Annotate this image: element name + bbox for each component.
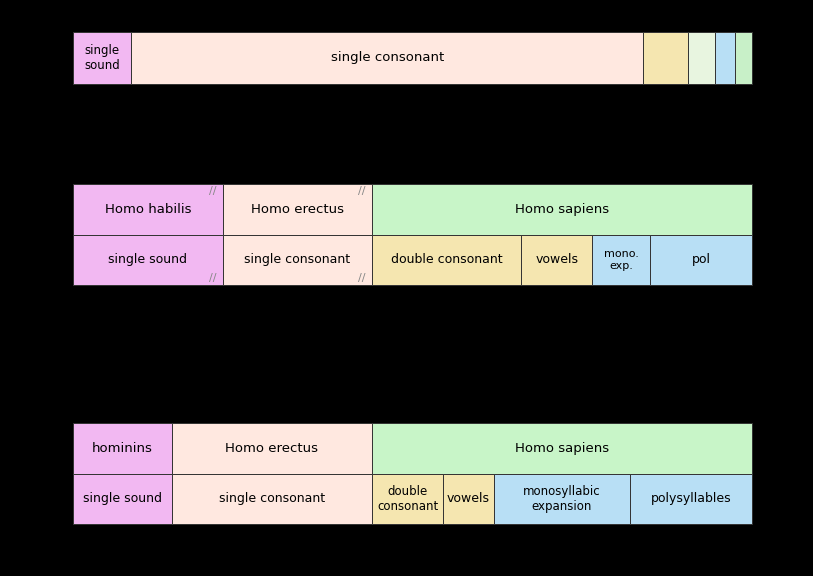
Bar [172,473,372,524]
Text: single
sound: single sound [85,44,120,71]
Bar [73,473,172,524]
Bar [172,423,372,473]
Bar [735,32,752,84]
Text: Homo sapiens: Homo sapiens [515,203,609,216]
Text: single consonant: single consonant [331,51,444,64]
Text: single consonant: single consonant [219,492,325,506]
Bar [73,184,223,235]
Bar [223,235,372,285]
Bar [494,473,630,524]
Bar [372,423,752,473]
Text: single consonant: single consonant [244,253,350,267]
Text: Homo erectus: Homo erectus [225,442,318,455]
Text: double consonant: double consonant [391,253,502,267]
Text: double
consonant: double consonant [377,485,438,513]
Bar [715,32,735,84]
Text: vowels: vowels [447,492,490,506]
Bar [443,473,494,524]
Text: single sound: single sound [83,492,162,506]
Bar [630,473,752,524]
Text: //: // [359,186,366,196]
Bar [650,235,752,285]
Bar [223,184,372,235]
Text: //: // [209,186,216,196]
Bar [372,235,521,285]
Text: single sound: single sound [108,253,187,267]
Bar [73,423,172,473]
Text: Homo habilis: Homo habilis [105,203,191,216]
Bar [688,32,715,84]
Text: Homo sapiens: Homo sapiens [515,442,609,455]
Bar [73,235,223,285]
Bar [643,32,688,84]
Bar [593,235,650,285]
Bar [131,32,643,84]
Text: Homo erectus: Homo erectus [250,203,344,216]
Text: //: // [359,273,366,283]
Bar [521,235,593,285]
Bar [372,473,443,524]
Text: //: // [209,273,216,283]
Text: pol: pol [692,253,711,267]
Text: hominins: hominins [92,442,153,455]
Text: polysyllables: polysyllables [650,492,731,506]
Bar [73,32,131,84]
Text: mono.
exp.: mono. exp. [604,249,639,271]
Text: vowels: vowels [535,253,578,267]
Bar [372,184,752,235]
Text: monosyllabic
expansion: monosyllabic expansion [523,485,601,513]
